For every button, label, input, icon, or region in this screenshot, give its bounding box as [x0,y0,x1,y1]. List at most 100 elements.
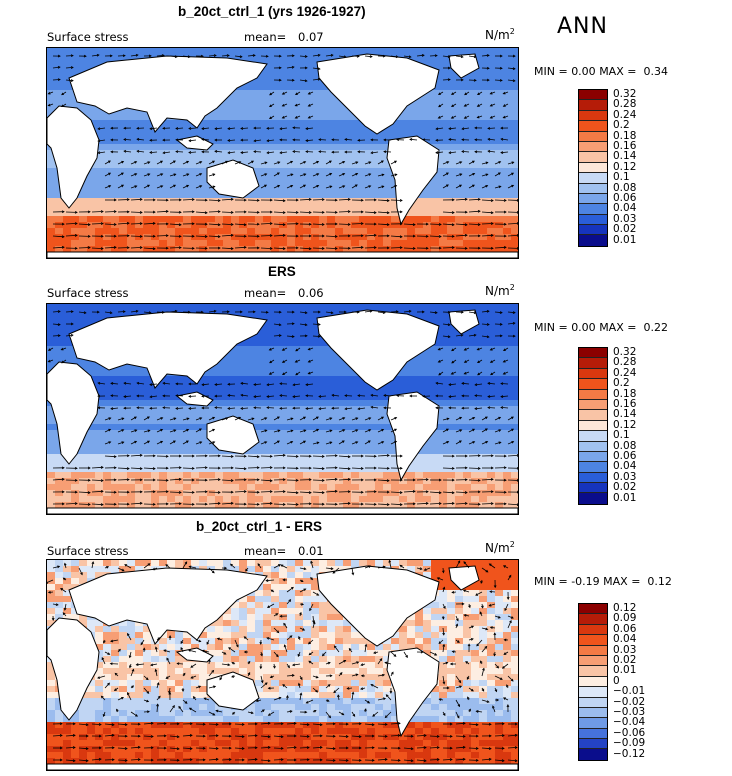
ocean-shade-cell [287,84,296,91]
ocean-shade-cell [415,246,424,253]
stress-vector-arrowhead [460,55,464,59]
stress-vector-arrowhead [74,234,78,237]
ocean-shade-cell [191,162,200,169]
ocean-shade-cell [199,388,208,395]
ocean-shade-cell [351,192,360,199]
ocean-shade-cell [311,376,320,383]
stress-vector-arrow [52,235,65,238]
ocean-shade-cell [271,48,280,55]
ocean-shade-cell [495,216,504,223]
ocean-shade-cell [351,466,360,473]
ocean-shade-cell [303,358,312,365]
ocean-shade-cell [439,192,448,199]
ocean-shade-cell [183,466,192,473]
stress-vector-arrow [455,184,462,189]
ocean-shade-cell [183,406,192,413]
ocean-shade-cell [79,54,88,61]
ocean-shade-cell [343,132,352,139]
stress-vector-arrowhead [243,245,247,249]
ocean-shade-cell [463,406,472,413]
ocean-shade-cell [63,328,72,335]
ocean-shade-cell [151,496,160,503]
ocean-shade-cell [479,388,488,395]
ocean-shade-cell [423,352,432,359]
ocean-shade-cell [271,388,280,395]
stress-vector-arrowhead [264,161,268,165]
ocean-shade-cell [375,132,384,139]
ocean-shade-cell [231,150,240,157]
ocean-shade-cell [55,228,64,235]
ocean-shade-cell [431,174,440,181]
ocean-shade-cell [487,120,496,127]
ocean-shade-cell [175,496,184,503]
ocean-shade-cell [279,472,288,479]
ocean-shade-cell [55,472,64,479]
ocean-shade-cell [111,234,120,241]
ocean-shade-cell [351,114,360,121]
ocean-shade-cell [79,234,88,241]
ocean-shade-cell [239,364,248,371]
stress-vector-arrowhead [276,172,280,176]
ocean-shade-cell [503,370,512,377]
ocean-shade-cell [399,114,408,121]
ocean-shade-cell [263,430,272,437]
stress-vector-arrowhead [425,246,429,250]
ocean-shade-cell [463,424,472,431]
ocean-shade-cell [151,150,160,157]
ocean-shade-cell [487,382,496,389]
ocean-shade-cell [335,412,344,419]
ocean-shade-cell [343,162,352,169]
ocean-shade-cell [55,490,64,497]
stress-vector-arrowhead [160,185,164,188]
stress-vector-arrow [436,127,444,130]
ocean-shade-cell [207,228,216,235]
ocean-shade-cell [295,108,304,115]
ocean-shade-cell [119,132,128,139]
ocean-shade-cell [199,234,208,241]
ocean-shade-cell [407,376,416,383]
ocean-shade-cell [503,478,512,485]
ocean-shade-cell [295,216,304,223]
stress-vector-arrowhead [447,66,451,70]
ocean-shade-cell [503,96,512,103]
ocean-shade-cell [335,370,344,377]
ocean-shade-cell [159,466,168,473]
ocean-shade-cell [127,162,136,169]
stress-vector-arrow [130,247,143,249]
ocean-shade-cell [295,394,304,401]
ocean-shade-cell [447,304,456,311]
ocean-shade-cell [471,210,480,217]
ocean-shade-cell [47,96,56,103]
ocean-shade-cell [143,424,152,431]
ocean-shade-cell [511,216,518,223]
stress-vector-arrowhead [464,210,468,214]
ocean-shade-cell [471,102,480,109]
ocean-shade-cell [463,228,472,235]
ocean-shade-cell [167,156,176,163]
ocean-shade-cell [263,418,272,425]
ocean-shade-cell [447,246,456,253]
ocean-shade-cell [223,210,232,217]
ocean-shade-cell [287,394,296,401]
stress-vector-arrowhead [294,116,298,119]
ocean-shade-cell [423,114,432,121]
ocean-shade-cell [479,48,488,55]
stress-vector-arrowhead [173,184,177,188]
ocean-shade-cell [503,400,512,407]
ocean-shade-cell [463,430,472,437]
stress-vector-arrow [234,223,247,226]
ocean-shade-cell [135,48,144,55]
ocean-shade-cell [375,174,384,181]
ocean-shade-cell [271,340,280,347]
ocean-shade-cell [471,484,480,491]
ocean-shade-cell [71,228,80,235]
ocean-shade-cell [463,454,472,461]
ocean-shade-cell [87,484,96,491]
ocean-shade-cell [295,198,304,205]
ocean-shade-cell [463,192,472,199]
ocean-shade-cell [119,168,128,175]
ocean-shade-cell [343,150,352,157]
season-label: ANN [557,14,608,39]
land-outline [47,105,100,209]
stress-vector-arrow [325,247,338,249]
